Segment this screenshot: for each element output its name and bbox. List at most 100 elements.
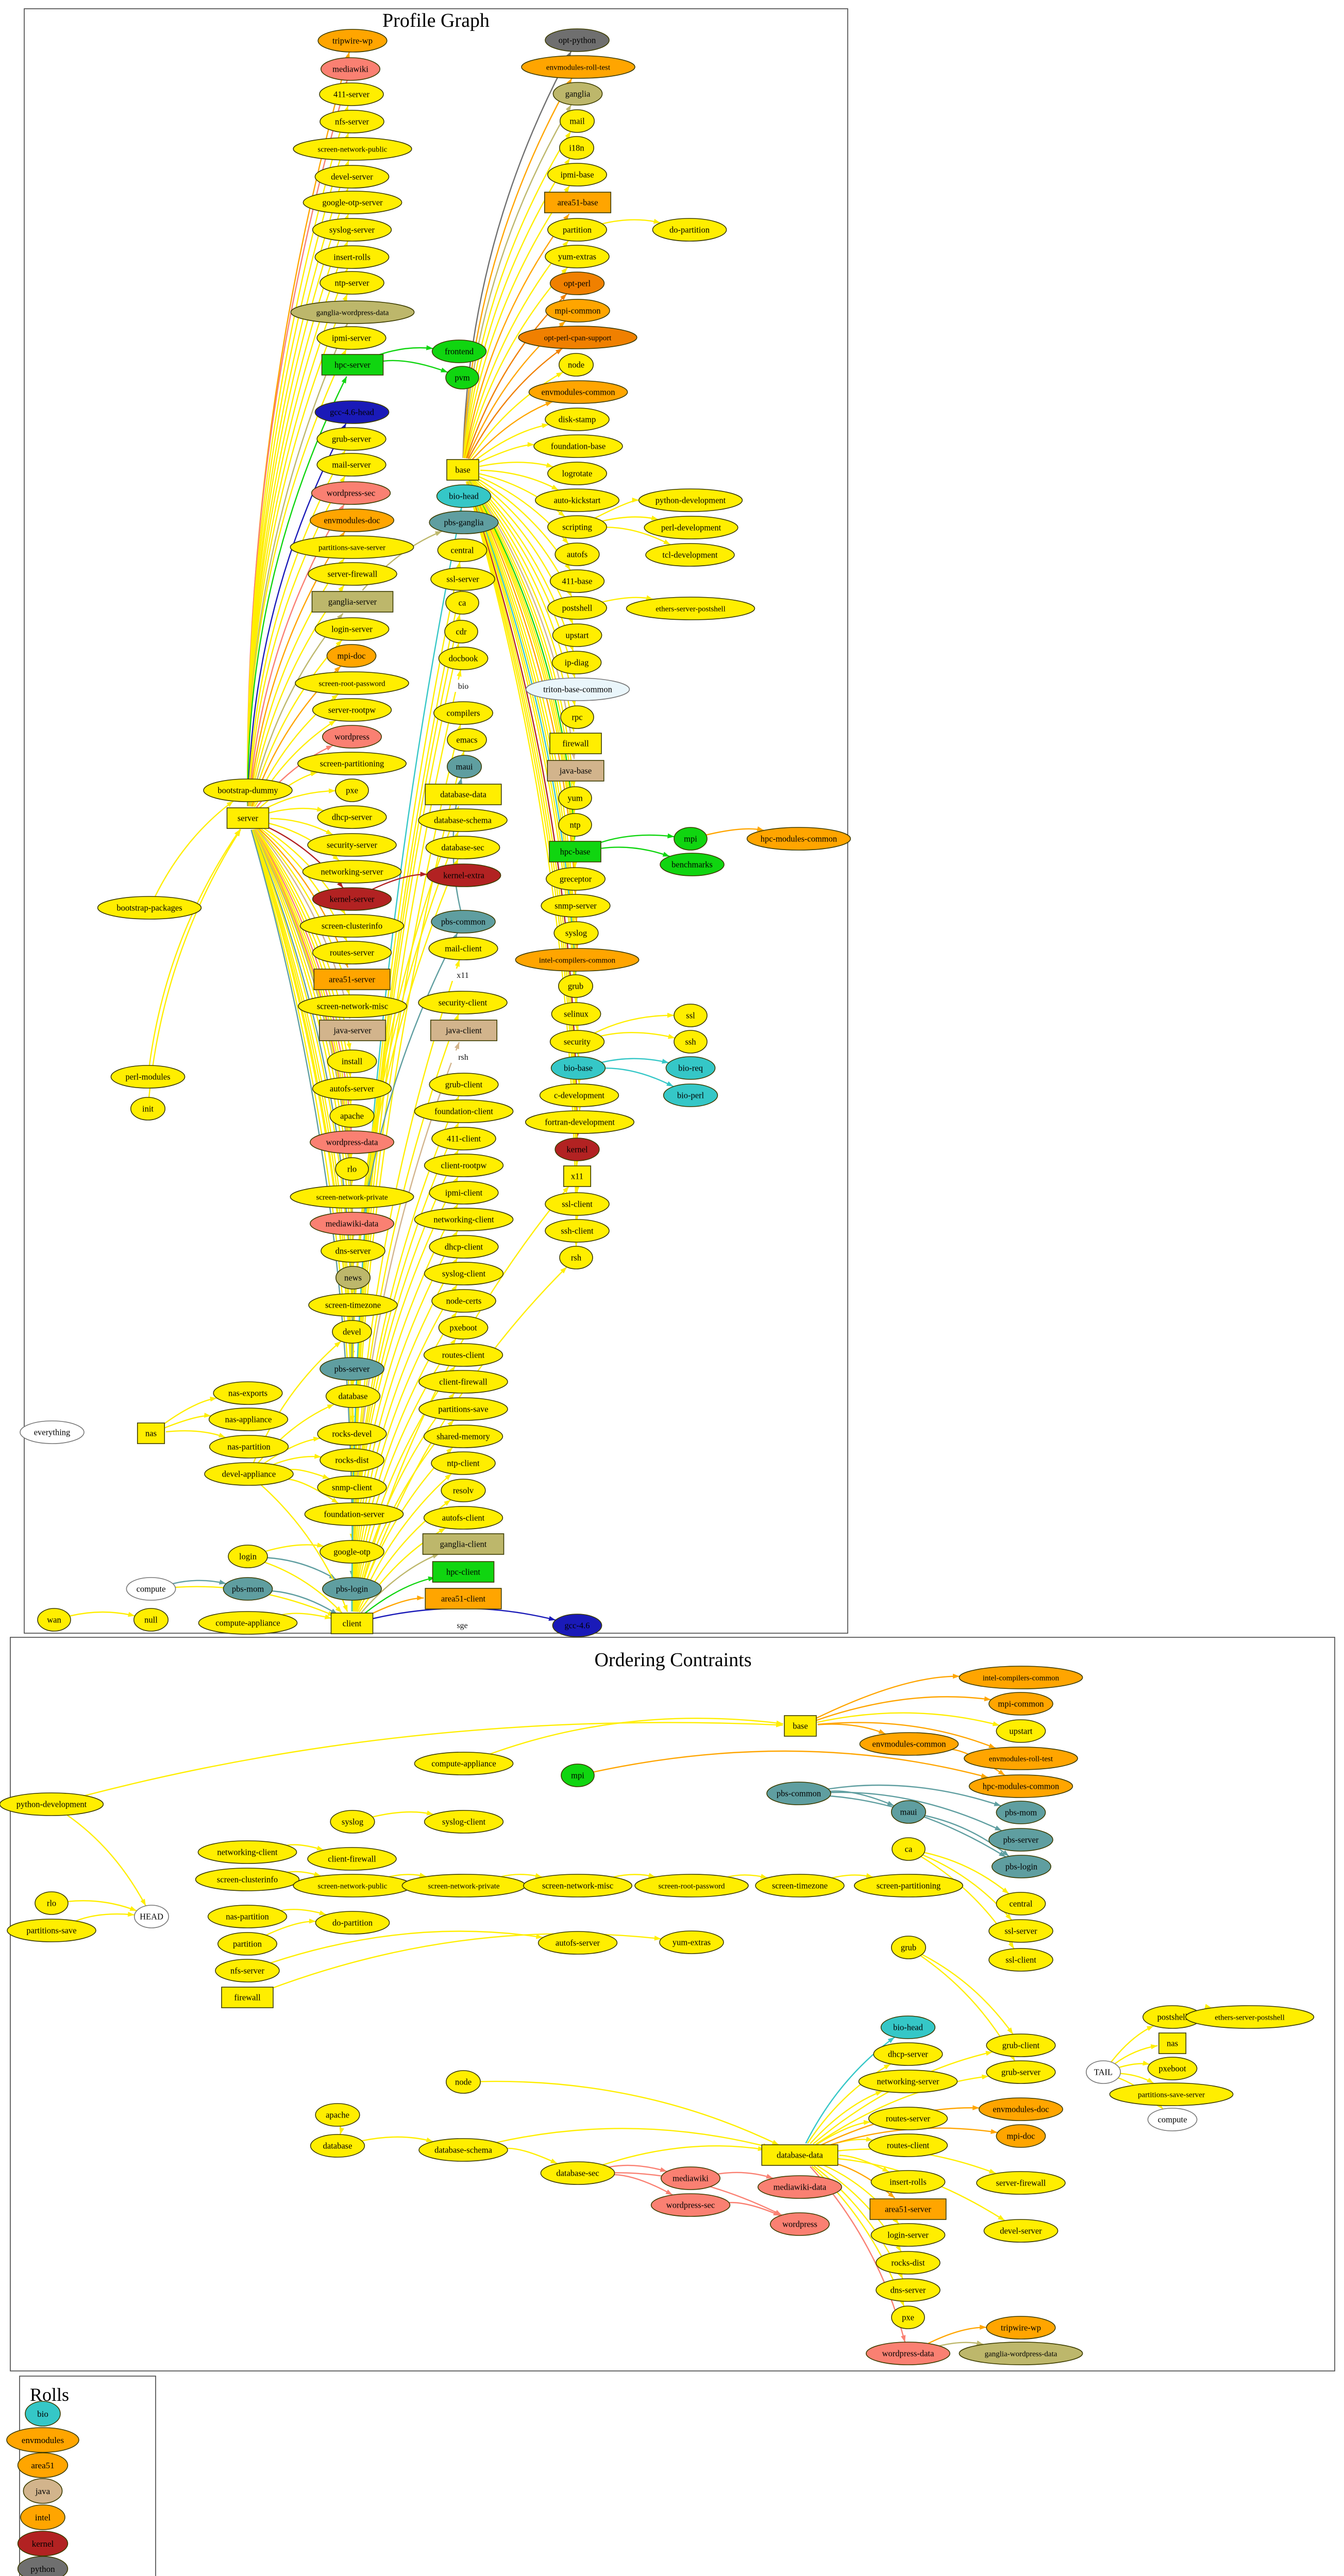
graph-node-database-sec: database-sec: [425, 836, 500, 859]
node-shape: [784, 1715, 817, 1737]
graph-node-envmodules-doc: envmodules-doc: [309, 509, 394, 532]
edge: [605, 1067, 674, 1088]
edge: [148, 828, 241, 1066]
node-label: ssl-server: [1004, 1926, 1037, 1936]
node-shape: [308, 562, 397, 586]
node-label: syslog: [565, 928, 587, 938]
node-label: nas: [1167, 2039, 1178, 2048]
node-label: hpc-server: [334, 360, 371, 370]
node-label: apache: [326, 2110, 349, 2120]
graph-node-syslog-server: syslog-server: [312, 218, 392, 242]
node-shape: [436, 484, 492, 508]
graph-node-screen-root-password: screen-root-password: [634, 1874, 749, 1897]
node-shape: [986, 2060, 1056, 2084]
node-label: yum-extras: [673, 1938, 711, 1947]
graph-node-devel-server: devel-server: [314, 165, 390, 189]
node-shape: [418, 1397, 508, 1421]
graph-node-database: database: [310, 2134, 365, 2158]
edge: [921, 1954, 1014, 2035]
node-label: node: [568, 360, 584, 370]
node-label: node: [455, 2077, 472, 2087]
node-shape: [626, 597, 755, 620]
graph-node-nas-exports: nas-exports: [213, 1381, 283, 1405]
edge: [594, 1014, 675, 1034]
graph-node-postshell: postshell: [547, 596, 608, 620]
graph-node-ethers-server-postshell: ethers-server-postshell: [626, 597, 755, 620]
graph-node-routes-client: routes-client: [868, 2133, 948, 2157]
arrowhead: [887, 2037, 895, 2043]
node-shape: [326, 644, 377, 668]
node-shape: [110, 1065, 186, 1089]
node-label: compute: [1158, 2115, 1187, 2125]
node-shape: [644, 516, 738, 539]
graph-node-central: central: [996, 1892, 1046, 1916]
graph-node-logrotate: logrotate: [547, 462, 608, 485]
node-label: security-server: [327, 840, 378, 850]
node-shape: [414, 1752, 514, 1775]
node-shape: [634, 1874, 749, 1897]
graph-node-pbs-mom: pbs-mom: [996, 1801, 1046, 1824]
node-label: client-firewall: [439, 1377, 488, 1387]
node-label: foundation-client: [434, 1107, 493, 1116]
node-shape: [446, 755, 482, 778]
node-shape: [545, 28, 610, 52]
graph-node-security-client: security-client: [418, 991, 508, 1014]
graph-node-wordpress-data: wordpress-data: [866, 2342, 951, 2365]
graph-node-fortran-development: fortran-development: [525, 1110, 634, 1134]
graph-node-mail-server: mail-server: [316, 453, 387, 477]
arrowhead: [445, 1473, 452, 1480]
graph-node-screen-network-misc: screen-network-misc: [523, 1874, 632, 1897]
node-label: bio-perl: [677, 1091, 704, 1100]
node-shape: [546, 867, 606, 891]
node-shape: [523, 1874, 632, 1897]
node-shape: [290, 535, 414, 559]
node-label: benchmarks: [671, 860, 713, 870]
node-shape: [1147, 2057, 1198, 2080]
node-label: partition: [233, 1939, 262, 1949]
node-shape: [549, 733, 602, 754]
graph-node-compute-appliance: compute-appliance: [198, 1611, 298, 1635]
node-shape: [547, 462, 608, 485]
graph-node-screen-partitioning: screen-partitioning: [297, 752, 407, 775]
graph-node-insert-rolls: insert-rolls: [314, 245, 390, 269]
node-shape: [515, 948, 640, 972]
graph-node-grub: grub: [558, 974, 594, 998]
node-shape: [876, 2278, 940, 2302]
graph-node-wordpress-sec: wordpress-sec: [311, 481, 391, 505]
node-label: mail: [569, 116, 585, 126]
graph-node-bio-head: bio-head: [436, 484, 492, 508]
node-label: dhcp-server: [332, 812, 372, 822]
graph-node-wordpress: wordpress: [322, 725, 382, 749]
arrowhead: [563, 1186, 569, 1193]
node-label: nfs-server: [335, 117, 369, 127]
legend-label: intel: [35, 2513, 51, 2522]
arrowhead: [235, 829, 241, 837]
legend-swatch: [20, 2504, 65, 2530]
node-shape: [552, 1614, 602, 1637]
node-shape: [130, 1097, 166, 1121]
arrowhead: [327, 1404, 334, 1410]
node-label: nas-partition: [227, 1442, 270, 1452]
arrowhead: [346, 1043, 351, 1050]
node-shape: [438, 647, 489, 670]
legend-item-kernel: kernel: [17, 2531, 69, 2556]
graph-node-411-server: 411-server: [319, 82, 384, 106]
arrowhead: [457, 777, 463, 785]
graph-node-networking-server: networking-server: [302, 860, 402, 884]
node-label: maui: [456, 762, 473, 772]
arrowhead: [662, 852, 670, 857]
node-shape: [560, 705, 594, 729]
arrowhead: [992, 1721, 1000, 1726]
arrowhead: [129, 1906, 137, 1911]
arrowhead: [127, 1911, 135, 1917]
node-shape: [1086, 2060, 1121, 2084]
node-label: 411-client: [447, 1134, 481, 1144]
node-label: cdr: [456, 627, 467, 637]
arrowhead: [875, 2091, 883, 2096]
graph-node-client: client: [330, 1613, 374, 1634]
edge: [154, 800, 234, 897]
node-shape: [539, 1083, 619, 1107]
node-shape: [297, 752, 407, 775]
arrowhead: [313, 1872, 321, 1877]
